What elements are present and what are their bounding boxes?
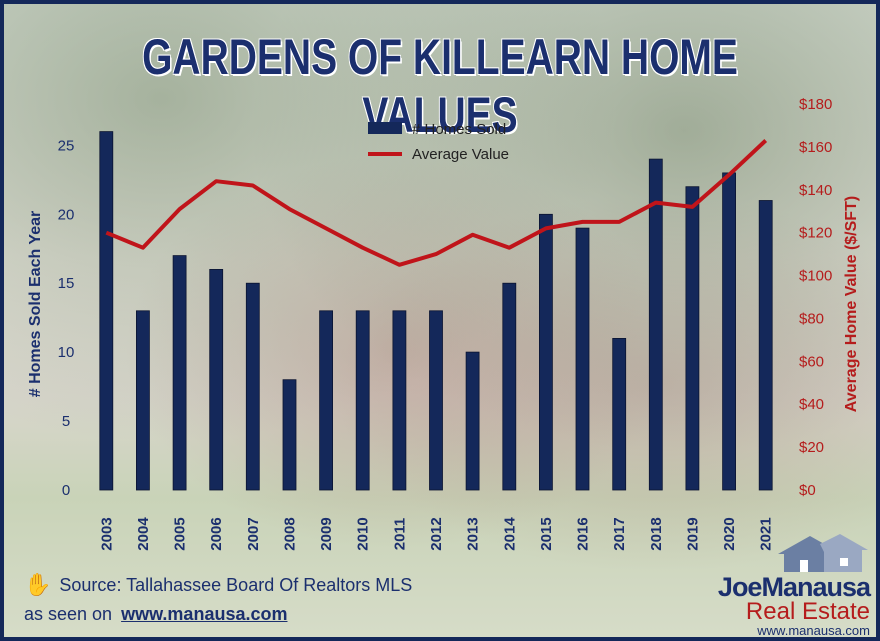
bar-2005 <box>172 255 187 491</box>
bar-2012 <box>429 310 443 491</box>
right-tick-label: $80 <box>799 310 824 327</box>
legend-swatch-bars <box>368 122 402 134</box>
chart-svg: 0 5 10 15 20 25 $0 $20 $40 $60 $80 $100 $120 $140 $16… <box>27 96 860 551</box>
bar-2017 <box>612 337 627 491</box>
x-tick-label: 2015 <box>538 517 555 550</box>
left-tick-label: 15 <box>58 275 75 292</box>
left-tick-label: 10 <box>58 344 75 361</box>
bar-2003 <box>99 131 114 491</box>
website-link[interactable]: www.manausa.com <box>121 604 288 624</box>
right-tick-label: $180 <box>799 96 832 113</box>
x-tick-label: 2016 <box>575 517 592 550</box>
bar-2007 <box>245 282 260 491</box>
left-tick-label: 25 <box>58 137 75 154</box>
line-group <box>105 139 768 267</box>
right-tick-label: $40 <box>799 396 824 413</box>
logo-name: JoeManausa <box>684 572 871 603</box>
logo-joe: Joe <box>717 572 763 602</box>
x-tick-label: 2008 <box>282 517 299 550</box>
logo-manausa: Manausa <box>761 572 871 602</box>
right-tick-label: $140 <box>799 182 832 199</box>
bar-2021 <box>758 200 773 491</box>
bar-2004 <box>135 310 150 491</box>
bar-2014 <box>502 282 517 491</box>
source-text: Source: Tallahassee Board Of Realtors ML… <box>59 574 413 595</box>
x-tick-label: 2013 <box>465 517 482 550</box>
x-tick-label: 2017 <box>611 517 628 550</box>
x-tick-label: 2019 <box>684 517 701 550</box>
x-tick-label: 2012 <box>428 517 445 550</box>
x-tick-label: 2004 <box>135 517 152 551</box>
x-tick-label: 2021 <box>758 517 775 550</box>
right-tick-label: $120 <box>799 225 832 242</box>
bar-2020 <box>722 172 736 491</box>
bar-2018 <box>648 158 663 491</box>
bar-2006 <box>209 268 224 491</box>
left-axis-ticks: 0 5 10 15 20 25 <box>58 137 75 499</box>
x-tick-label: 2010 <box>355 517 372 550</box>
left-tick-label: 0 <box>62 482 70 499</box>
bars-group <box>99 131 773 491</box>
legend-label-homes-sold: # Homes Sold <box>412 121 506 138</box>
bar-2015 <box>539 213 553 491</box>
legend-label-average-value: Average Value <box>412 146 509 163</box>
x-tick-label: 2005 <box>172 517 189 550</box>
left-tick-label: 20 <box>58 206 75 223</box>
bar-2011 <box>392 310 407 491</box>
seen-on-prefix: as seen on <box>24 604 113 624</box>
right-tick-label: $160 <box>799 139 832 156</box>
bar-2013 <box>465 351 480 491</box>
bar-2010 <box>355 310 370 491</box>
logo-real-estate: Real Estate <box>745 598 870 625</box>
right-tick-label: $60 <box>799 353 824 370</box>
y-axis-title-right: Average Home Value ($/SFT) <box>843 196 860 412</box>
x-tick-label: 2006 <box>208 517 225 550</box>
house-logo-icon <box>778 534 868 572</box>
chart-title: GARDENS OF KILLEARN HOME VALUES <box>142 29 738 143</box>
x-tick-label: 2007 <box>245 517 262 550</box>
x-tick-label: 2009 <box>318 517 335 550</box>
right-axis-ticks: $0 $20 $40 $60 $80 $100 $120 $140 $160 $180 <box>799 96 832 499</box>
right-tick-label: $0 <box>799 482 816 499</box>
company-logo: JoeManausa Real Estate www.manausa.com <box>684 532 871 638</box>
bar-2016 <box>575 227 590 491</box>
logo-url: www.manausa.com <box>757 623 870 638</box>
seen-on-line: as seen on www.manausa.com <box>24 604 287 625</box>
x-tick-label: 2018 <box>648 517 665 550</box>
bar-2019 <box>685 186 700 491</box>
x-tick-label: 2020 <box>721 517 738 550</box>
x-tick-label: 2014 <box>501 517 518 551</box>
legend: # Homes Sold Average Value <box>368 121 509 163</box>
x-axis-ticks: 2003 2004 2005 2006 2007 2008 2009 2010 2011 2012… <box>98 517 774 551</box>
hand-icon: ✋ <box>24 572 52 597</box>
right-tick-label: $20 <box>799 439 824 456</box>
source-note: ✋ Source: Tallahassee Board Of Realtors … <box>24 572 412 598</box>
bar-2009 <box>319 310 334 491</box>
x-tick-label: 2011 <box>391 518 408 551</box>
left-tick-label: 5 <box>62 413 70 430</box>
y-axis-title-left: # Homes Sold Each Year <box>27 211 44 397</box>
x-tick-label: 2003 <box>98 517 115 550</box>
right-tick-label: $100 <box>799 268 832 285</box>
bar-2008 <box>282 379 297 491</box>
